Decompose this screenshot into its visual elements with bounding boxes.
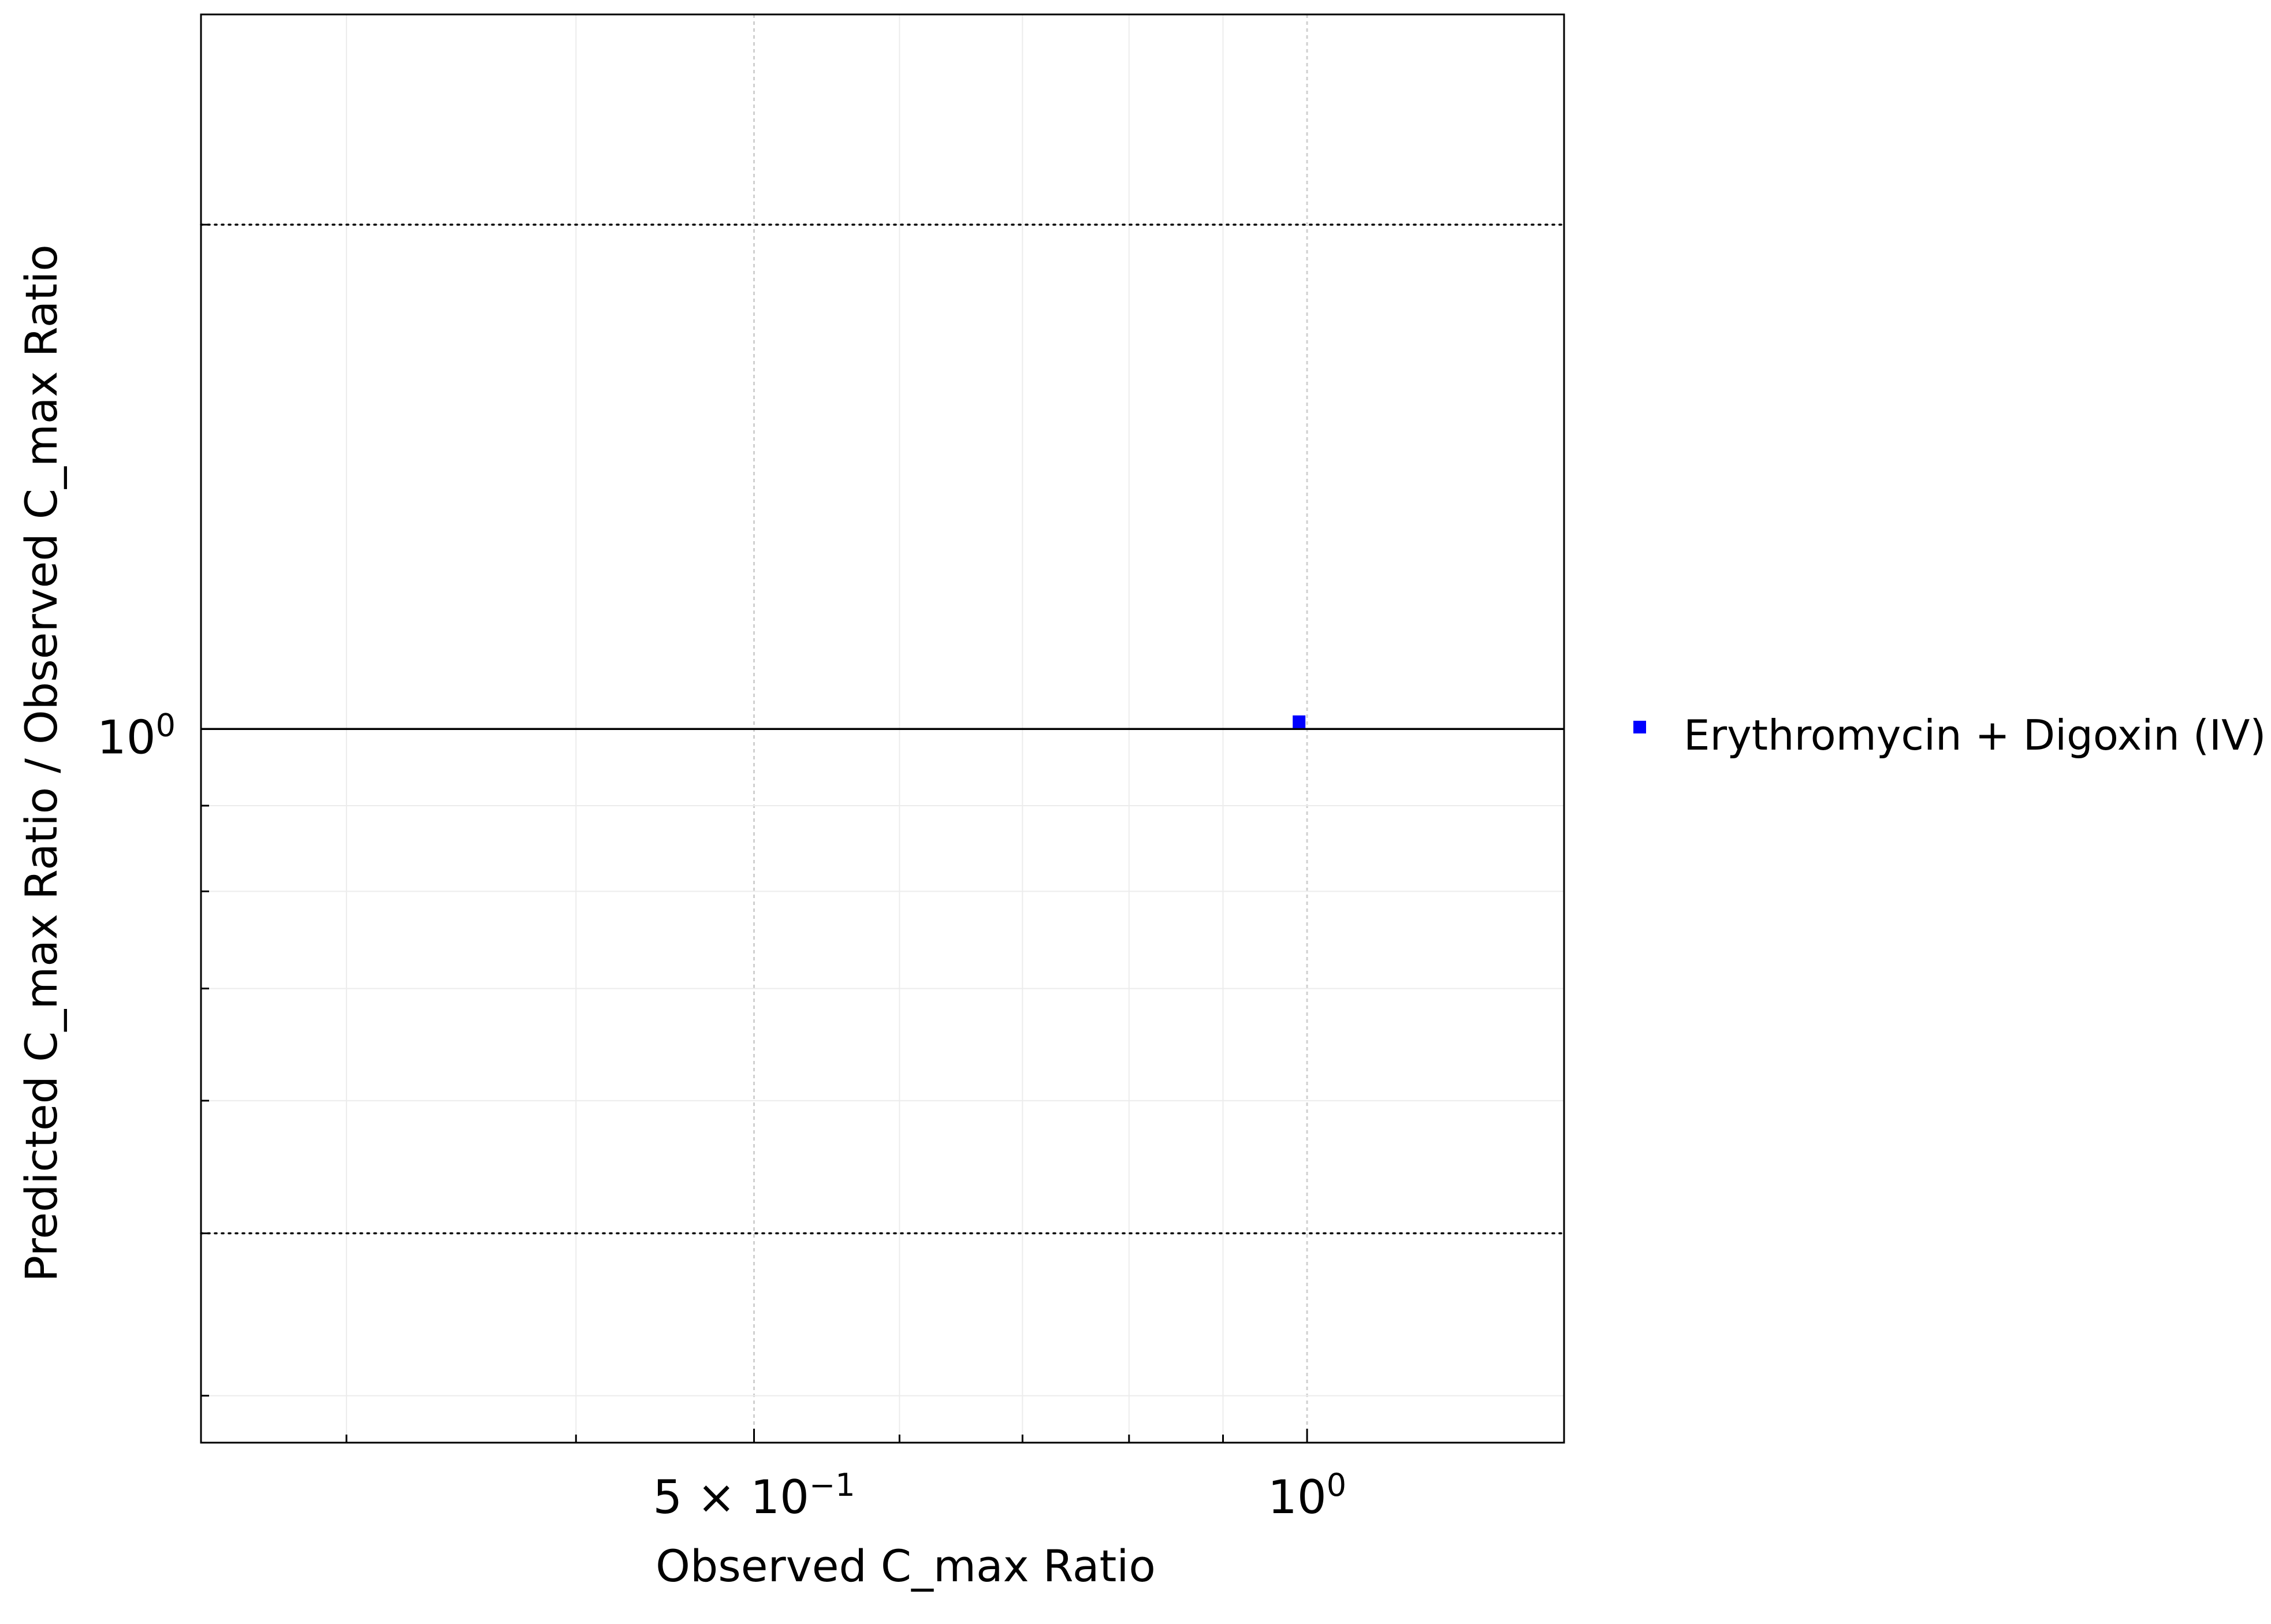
y-tick-label: 100 bbox=[97, 707, 176, 764]
reference-lines bbox=[201, 225, 1565, 1235]
legend: Erythromycin + Digoxin (IV) bbox=[1633, 711, 2266, 759]
legend-marker bbox=[1633, 721, 1646, 733]
data-point bbox=[1293, 715, 1306, 728]
x-tick-label: 5 × 10−1 bbox=[653, 1467, 855, 1524]
legend-entry-erythromycin-digoxin: Erythromycin + Digoxin (IV) bbox=[1684, 711, 2266, 759]
x-axis-title: Observed C_max Ratio bbox=[656, 1540, 1156, 1592]
axis-ticks: 5 × 10−1 100 100 bbox=[97, 224, 1346, 1524]
y-axis-title: Predicted C_max Ratio / Observed C_max R… bbox=[16, 244, 67, 1282]
data-points bbox=[1293, 715, 1306, 728]
x-tick-label: 100 bbox=[1268, 1467, 1346, 1524]
